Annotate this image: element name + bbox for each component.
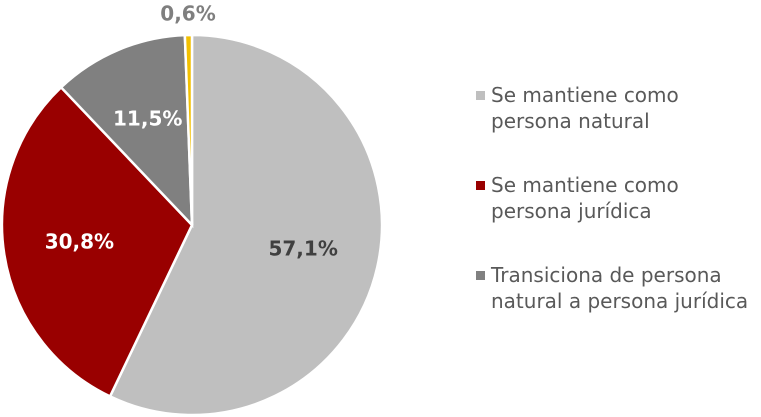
legend-label: Se mantiene como persona natural	[491, 83, 679, 133]
pie-slice	[59, 33, 194, 229]
pie-slice	[183, 33, 194, 226]
legend-label: Se mantiene como persona jurídica	[491, 173, 679, 223]
pie-slice	[108, 33, 384, 417]
legend-entry: Se mantiene como persona natural	[476, 82, 758, 134]
data-label: 30,8%	[45, 229, 114, 253]
legend-swatch	[476, 271, 485, 280]
legend-swatch	[476, 181, 485, 190]
data-label: 0,6%	[160, 2, 215, 26]
legend-swatch	[476, 91, 485, 100]
data-label: 11,5%	[113, 106, 182, 130]
legend-entry: Transiciona de persona natural a persona…	[476, 262, 758, 314]
legend-entry: Se mantiene como persona jurídica	[476, 172, 758, 224]
data-label: 57,1%	[268, 237, 337, 261]
pie-slice	[0, 85, 194, 399]
legend-label: Transiciona de persona natural a persona…	[491, 263, 749, 313]
